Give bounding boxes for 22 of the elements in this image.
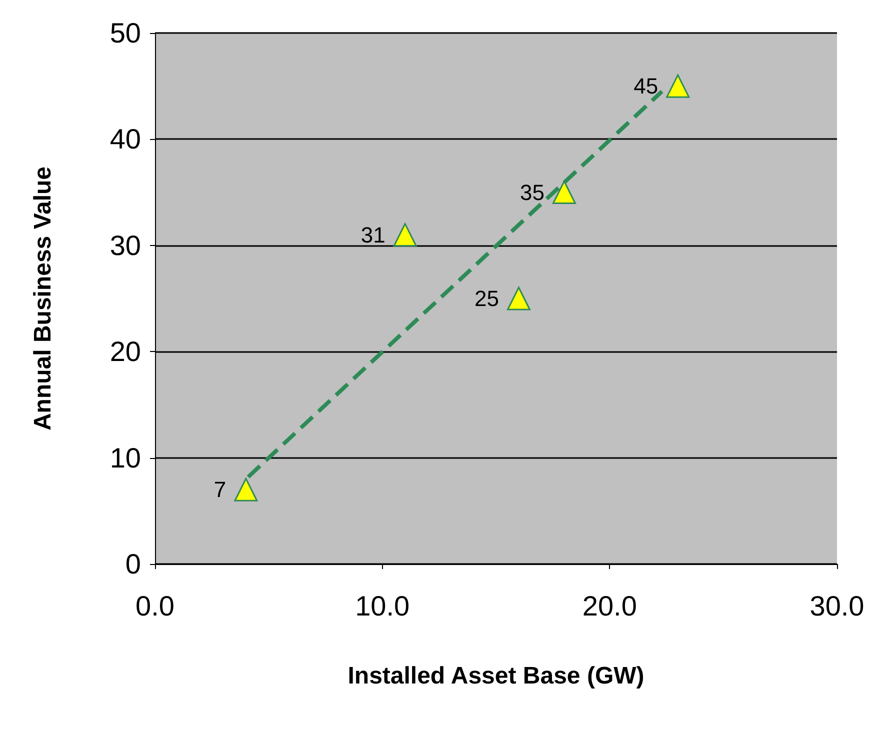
y-axis-title: Annual Business Value	[30, 166, 56, 431]
point	[552, 180, 576, 204]
point	[666, 74, 690, 98]
point	[234, 478, 258, 502]
data-label: 7	[214, 477, 226, 502]
x-tick-label: 20.0	[582, 590, 637, 622]
x-axis-title: Installed Asset Base (GW)	[348, 662, 644, 690]
y-tick-label: 0	[125, 548, 141, 580]
point	[393, 223, 417, 247]
point	[506, 286, 530, 310]
x-tick-label: 30.0	[810, 590, 864, 622]
y-tick-label: 10	[110, 442, 141, 474]
y-tick-label: 20	[110, 336, 141, 368]
y-tick-label: 50	[110, 18, 141, 48]
y-tick-label: 40	[110, 124, 141, 155]
data-label: 45	[634, 74, 658, 99]
data-label: 31	[360, 222, 386, 248]
x-tick-label: 0.0	[136, 590, 174, 622]
y-tick-label: 30	[110, 230, 141, 261]
data-label: 35	[520, 180, 544, 205]
data-label: 25	[474, 286, 499, 311]
x-tick-label: 10.0	[355, 590, 410, 622]
